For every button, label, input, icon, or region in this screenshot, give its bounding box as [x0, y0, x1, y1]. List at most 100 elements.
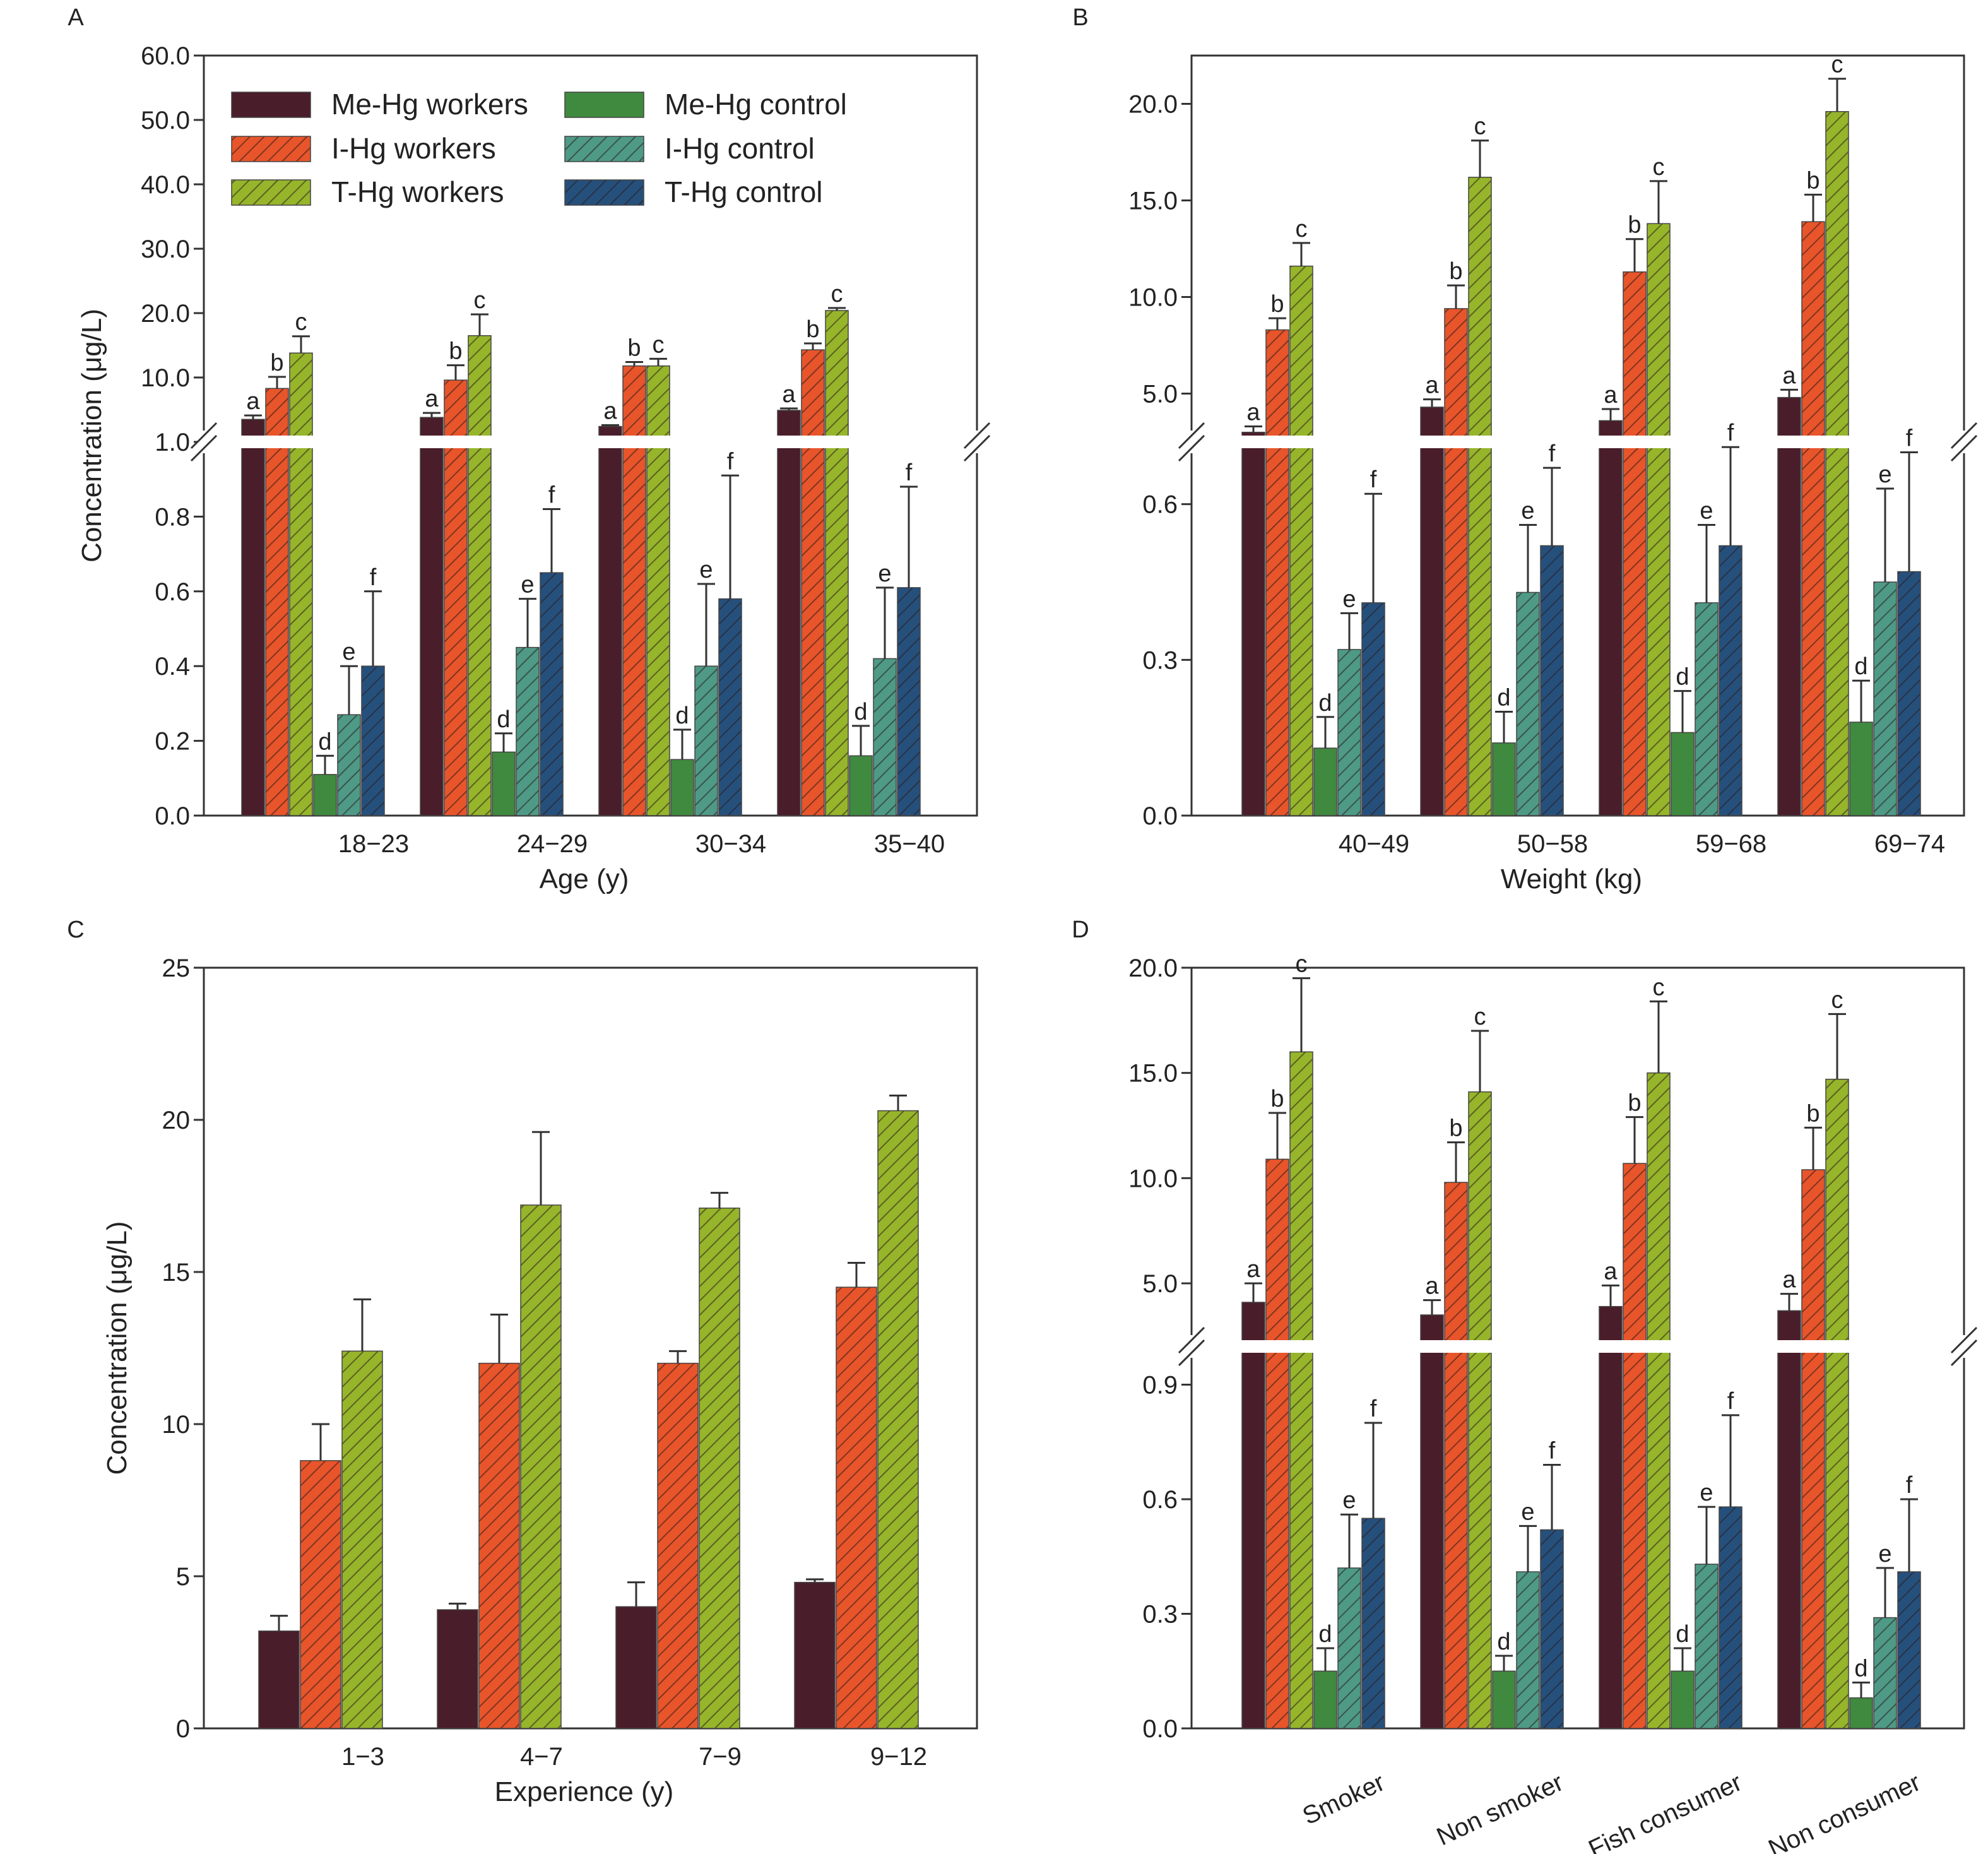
bar-t-workers	[1289, 1051, 1313, 1729]
bar-t-workers	[825, 310, 849, 816]
bar-me-control	[1671, 732, 1695, 816]
y-tick-label: 5.0	[1142, 1270, 1178, 1298]
bar-group-4: a b c d e f	[1777, 987, 1921, 1729]
significance-letter: a	[246, 388, 260, 415]
legend-label: Me-Hg control	[665, 88, 847, 121]
bar-t-workers	[341, 1350, 383, 1729]
bar-i-control	[873, 658, 897, 816]
significance-letter: d	[1854, 653, 1867, 680]
axis-break-mark-left	[190, 422, 218, 449]
bar-me-workers	[1599, 420, 1623, 816]
x-tick-label: Fish consumer	[1584, 1768, 1746, 1854]
significance-letter: b	[270, 350, 283, 376]
y-tick-label: 0.0	[155, 802, 190, 830]
x-axis-title: Experience (y)	[495, 1776, 674, 1807]
bar-me-control	[313, 774, 337, 816]
bar-break-gap	[1599, 1340, 1623, 1353]
axis-break-mark-right	[963, 434, 991, 462]
axis-break-mark-right	[1950, 1326, 1978, 1354]
bar-me-workers	[615, 1606, 657, 1729]
significance-letter: d	[318, 728, 331, 755]
panel-letter: B	[1072, 4, 1088, 31]
y-tick-label: 20.0	[1128, 91, 1178, 119]
bar-me-workers	[777, 410, 801, 816]
y-tick-label: 10.0	[141, 364, 190, 392]
significance-letter: f	[1370, 466, 1377, 493]
bar-group-4	[794, 1094, 919, 1729]
bar-me-workers	[1777, 396, 1801, 816]
bar-i-workers	[1623, 1163, 1647, 1729]
bar-i-control	[694, 665, 718, 816]
x-tick-label: 9−12	[870, 1743, 927, 1771]
significance-letter: e	[878, 561, 891, 587]
significance-letter: e	[1878, 461, 1891, 488]
significance-letter: b	[1628, 1090, 1641, 1117]
x-tick-label: 50−58	[1517, 830, 1588, 858]
significance-letter: d	[854, 699, 867, 725]
y-tick-label: 20	[162, 1107, 191, 1134]
bar-break-gap	[1444, 1340, 1468, 1353]
bar-t-workers	[289, 352, 313, 816]
axis-break-mark-left	[1178, 1339, 1205, 1367]
y-tick-label: 25	[162, 954, 191, 982]
bar-i-workers	[1265, 329, 1289, 816]
bar-break-gap	[1801, 436, 1825, 448]
significance-letter: b	[1628, 212, 1641, 239]
x-tick-label: 18−23	[338, 830, 409, 858]
bar-break-gap	[1777, 436, 1801, 448]
bar-t-workers	[1825, 1078, 1849, 1729]
bar-break-gap	[1444, 436, 1468, 448]
bar-break-gap	[1265, 1340, 1289, 1353]
bar-break-gap	[1241, 1340, 1265, 1353]
panel-b: B 0.0 0.3 0.6 5.0 10.0 15.0 20.0 Weight (kg) a b c d…	[1072, 4, 1978, 894]
significance-letter: f	[1906, 1472, 1913, 1499]
y-tick-label: 20.0	[141, 300, 190, 328]
y-tick-label: 0.6	[155, 578, 190, 606]
x-tick-label: Non consumer	[1764, 1768, 1924, 1854]
significance-letter: d	[1497, 685, 1510, 711]
bar-break-gap	[1468, 1340, 1492, 1353]
y-tick-label: 0.6	[1142, 1486, 1178, 1514]
axis-break-mark-right	[1950, 422, 1978, 449]
significance-letter: a	[1246, 400, 1260, 426]
x-tick-label: 7−9	[699, 1743, 742, 1771]
bar-i-control	[1516, 1571, 1540, 1729]
significance-letter: a	[1782, 1267, 1796, 1293]
axis-break-gap-right	[1958, 1335, 1970, 1358]
y-axis-title: Concentration (μg/L)	[76, 309, 107, 562]
legend-label: I-Hg control	[665, 132, 815, 165]
legend-swatch-i-workers	[231, 136, 311, 162]
bar-i-control	[1873, 581, 1897, 816]
significance-letter: d	[1676, 664, 1689, 691]
significance-letter: b	[449, 338, 462, 365]
plot-frame	[203, 966, 978, 1730]
bar-me-control	[849, 755, 873, 816]
significance-letter: a	[1425, 1273, 1439, 1300]
panel-letter: C	[67, 917, 84, 943]
axis-break-gap-left	[1185, 1335, 1198, 1358]
y-tick-label: 0	[176, 1715, 190, 1743]
bar-me-workers	[258, 1631, 300, 1729]
significance-letter: a	[1604, 382, 1618, 408]
significance-letter: d	[1676, 1621, 1689, 1648]
significance-letter: c	[1653, 974, 1665, 1001]
significance-letter: d	[1497, 1629, 1510, 1655]
bar-break-gap	[241, 436, 265, 448]
bar-i-workers	[1444, 308, 1468, 816]
bar-t-control	[361, 665, 385, 816]
y-tick-label: 20.0	[1128, 954, 1178, 982]
bar-me-workers	[1420, 1314, 1444, 1729]
significance-letter: c	[653, 331, 665, 358]
bar-i-control	[516, 646, 540, 816]
bar-break-gap	[289, 436, 313, 448]
bar-i-workers	[265, 388, 289, 816]
significance-letter: a	[1425, 372, 1439, 399]
bar-i-control	[1873, 1617, 1897, 1729]
bar-i-workers	[478, 1362, 520, 1729]
y-tick-label: 10	[162, 1411, 191, 1439]
bar-me-workers	[241, 419, 265, 816]
significance-letter: e	[1700, 498, 1713, 525]
bar-i-workers	[1265, 1158, 1289, 1729]
x-tick-label: Non smoker	[1433, 1768, 1568, 1851]
